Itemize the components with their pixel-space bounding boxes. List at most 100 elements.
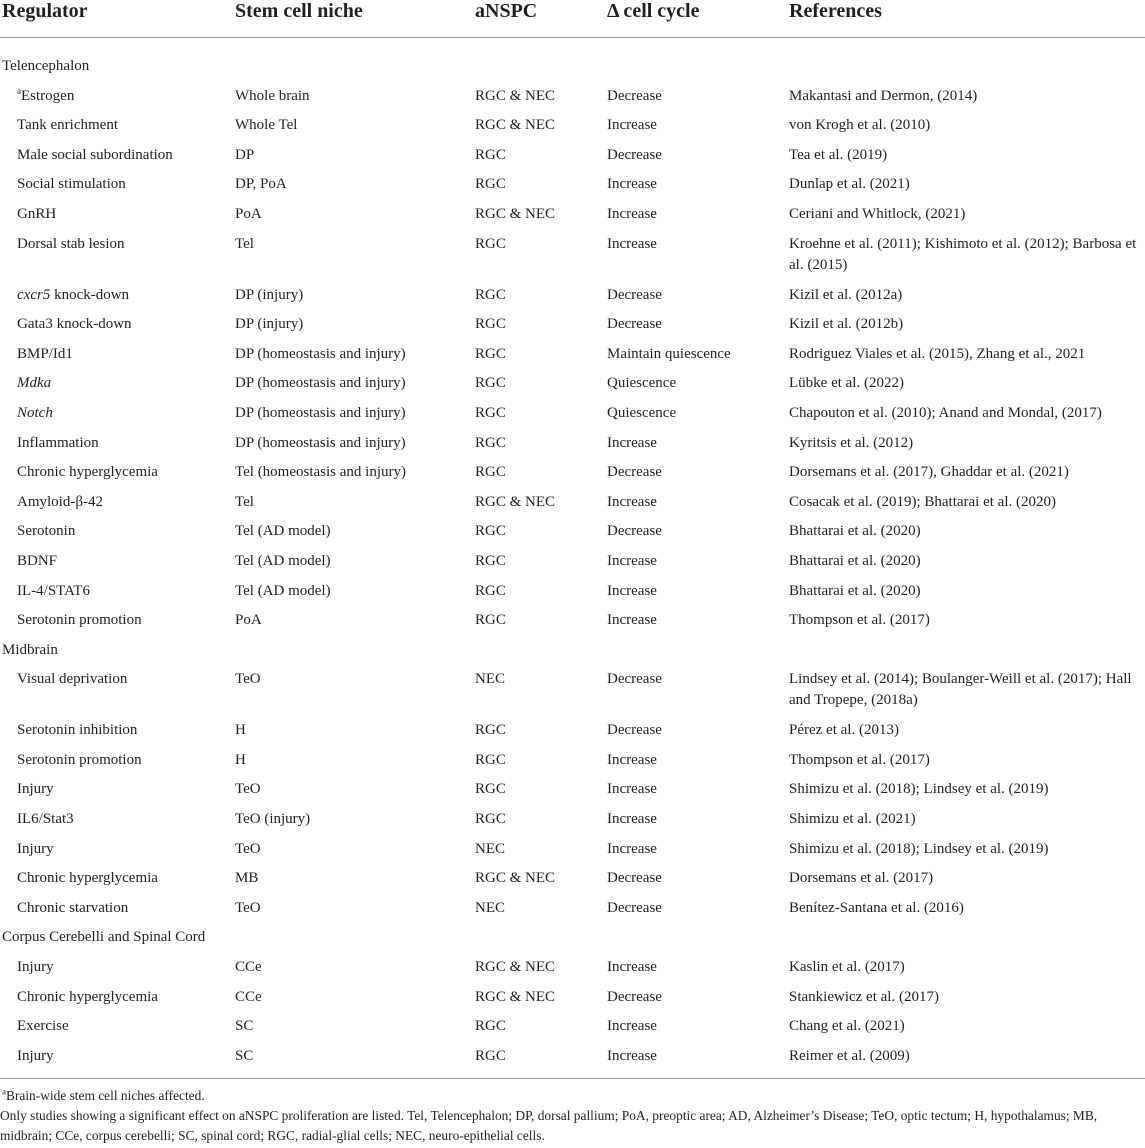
cell-ansp: RGC	[475, 523, 506, 540]
table-row: Tank enrichment Whole Tel RGC & NEC Increas…	[0, 112, 1145, 142]
cell-cell-cycle: Quiescence	[607, 404, 677, 421]
regulator-name: GnRH	[17, 205, 57, 222]
cell-references: Bhattarai et al. (2020)	[789, 582, 921, 599]
cell-regulator: Injury	[17, 1046, 54, 1067]
regulator-suffix: knock-down	[50, 286, 130, 303]
regulator-name: Serotonin promotion	[17, 751, 142, 768]
section-header: Telencephalon	[2, 58, 90, 74]
cell-ansp: RGC	[475, 146, 506, 163]
cell-references: Chapouton et al. (2010); Anand and Monda…	[789, 404, 1102, 421]
table-notes: aBrain-wide stem cell niches affected. O…	[0, 1086, 1140, 1146]
cell-cell-cycle: Increase	[607, 1047, 657, 1064]
cell-regulator: Visual deprivation	[17, 669, 127, 690]
cell-ansp: RGC & NEC	[475, 959, 556, 976]
cell-regulator: cxcr5 knock-down	[17, 285, 129, 306]
cell-references: Kaslin et al. (2017)	[789, 959, 905, 976]
cell-stem-cell-niche: Tel (AD model)	[235, 552, 331, 569]
regulator-name: Injury	[17, 1047, 54, 1064]
cell-stem-cell-niche: CCe	[235, 988, 262, 1005]
regulator-name: Injury	[17, 781, 54, 798]
cell-stem-cell-niche: DP (homeostasis and injury)	[235, 434, 406, 451]
cell-references: Reimer et al. (2009)	[789, 1047, 910, 1064]
cell-ansp: RGC & NEC	[475, 205, 556, 222]
cell-cell-cycle: Decrease	[607, 146, 662, 163]
regulator-name: Serotonin promotion	[17, 612, 142, 629]
cell-references: Dunlap et al. (2021)	[789, 176, 910, 193]
cell-regulator: Notch	[17, 403, 53, 424]
cell-ansp: RGC	[475, 286, 506, 303]
cell-cell-cycle: Increase	[607, 781, 657, 798]
table-row: Chronic starvation TeO NEC Decrease Benítez-…	[0, 895, 1145, 925]
cell-regulator: Injury	[17, 779, 54, 800]
cell-references: Shimizu et al. (2018); Lindsey et al. (2…	[789, 840, 1049, 857]
table-row: Dorsal stab lesion Tel RGC Increase Kroehne …	[0, 231, 1145, 282]
table-row: Injury SC RGC Increase Reimer et al. (2009)	[0, 1043, 1145, 1073]
cell-references: Dorsemans et al. (2017), Ghaddar et al. …	[789, 464, 1069, 481]
cell-references: Lübke et al. (2022)	[789, 375, 904, 392]
cell-cell-cycle: Increase	[607, 493, 657, 510]
table-row: Chronic hyperglycemia MB RGC & NEC Decrease…	[0, 865, 1145, 895]
cell-regulator: Serotonin promotion	[17, 610, 142, 631]
regulator-name: Injury	[17, 959, 54, 976]
regulators-table: Regulator Stem cell niche aNSPC Δ cell c…	[0, 0, 1145, 1073]
cell-stem-cell-niche: H	[235, 722, 246, 739]
regulator-name: Chronic hyperglycemia	[17, 870, 158, 887]
cell-cell-cycle: Decrease	[607, 523, 662, 540]
cell-stem-cell-niche: SC	[235, 1018, 254, 1035]
cell-stem-cell-niche: Whole Tel	[235, 117, 298, 134]
cell-references: Shimizu et al. (2021)	[789, 811, 916, 828]
cell-stem-cell-niche: Tel (AD model)	[235, 523, 331, 540]
cell-ansp: RGC	[475, 612, 506, 629]
cell-cell-cycle: Increase	[607, 612, 657, 629]
cell-regulator: Inflammation	[17, 433, 99, 454]
cell-regulator: Chronic hyperglycemia	[17, 987, 158, 1008]
cell-references: Shimizu et al. (2018); Lindsey et al. (2…	[789, 781, 1049, 798]
cell-ansp: NEC	[475, 840, 505, 857]
cell-stem-cell-niche: DP (homeostasis and injury)	[235, 345, 406, 362]
table-row: Social stimulation DP, PoA RGC Increase Dunl…	[0, 171, 1145, 201]
cell-references: Lindsey et al. (2014); Boulanger-Weill e…	[789, 671, 1132, 709]
cell-cell-cycle: Decrease	[607, 988, 662, 1005]
cell-cell-cycle: Maintain quiescence	[607, 345, 731, 362]
regulator-name: cxcr5	[17, 286, 51, 303]
cell-references: Ceriani and Whitlock, (2021)	[789, 205, 966, 222]
cell-ansp: RGC	[475, 751, 506, 768]
table-bottom-rule	[0, 1078, 1145, 1079]
cell-regulator: Gata3 knock-down	[17, 314, 132, 335]
cell-stem-cell-niche: MB	[235, 870, 259, 887]
table-row: Notch DP (homeostasis and injury) RGC Quies…	[0, 400, 1145, 430]
cell-references: Tea et al. (2019)	[789, 146, 888, 163]
table-row: Inflammation DP (homeostasis and injury) R…	[0, 430, 1145, 460]
header-ansp: aNSPC	[475, 0, 538, 22]
cell-references: Benítez-Santana et al. (2016)	[789, 899, 964, 916]
regulator-name: BDNF	[17, 552, 58, 569]
cell-regulator: Tank enrichment	[17, 115, 118, 136]
cell-references: von Krogh et al. (2010)	[789, 117, 931, 134]
cell-stem-cell-niche: DP (homeostasis and injury)	[235, 404, 406, 421]
footnote-marker: a	[17, 85, 21, 96]
cell-ansp: RGC & NEC	[475, 988, 556, 1005]
regulator-name: Visual deprivation	[17, 671, 128, 688]
regulator-name: Chronic starvation	[17, 899, 129, 916]
cell-references: Makantasi and Dermon, (2014)	[789, 87, 978, 104]
cell-cell-cycle: Decrease	[607, 87, 662, 104]
cell-ansp: RGC	[475, 1047, 506, 1064]
table-row: Injury CCe RGC & NEC Increase Kaslin et al. …	[0, 954, 1145, 984]
regulator-name: Social stimulation	[17, 176, 126, 193]
cell-cell-cycle: Decrease	[607, 870, 662, 887]
header-references: References	[789, 0, 882, 22]
section-header: Corpus Cerebelli and Spinal Cord	[2, 929, 206, 946]
cell-stem-cell-niche: TeO (injury)	[235, 811, 311, 828]
table-row: aEstrogen Whole brain RGC & NEC Decrease Mak…	[0, 83, 1145, 113]
regulator-name: Injury	[17, 840, 54, 857]
header-cell-cycle: Δ cell cycle	[607, 0, 700, 22]
cell-ansp: NEC	[475, 671, 505, 688]
cell-regulator: BDNF	[17, 551, 57, 572]
cell-regulator: Mdka	[17, 373, 51, 394]
cell-cell-cycle: Increase	[607, 582, 657, 599]
table-row: BDNF Tel (AD model) RGC Increase Bhattarai e…	[0, 548, 1145, 578]
table-row: Chronic hyperglycemia CCe RGC & NEC Decreas…	[0, 984, 1145, 1014]
cell-cell-cycle: Decrease	[607, 671, 662, 688]
regulator-name: BMP/Id1	[17, 345, 73, 362]
cell-regulator: Chronic starvation	[17, 898, 128, 919]
